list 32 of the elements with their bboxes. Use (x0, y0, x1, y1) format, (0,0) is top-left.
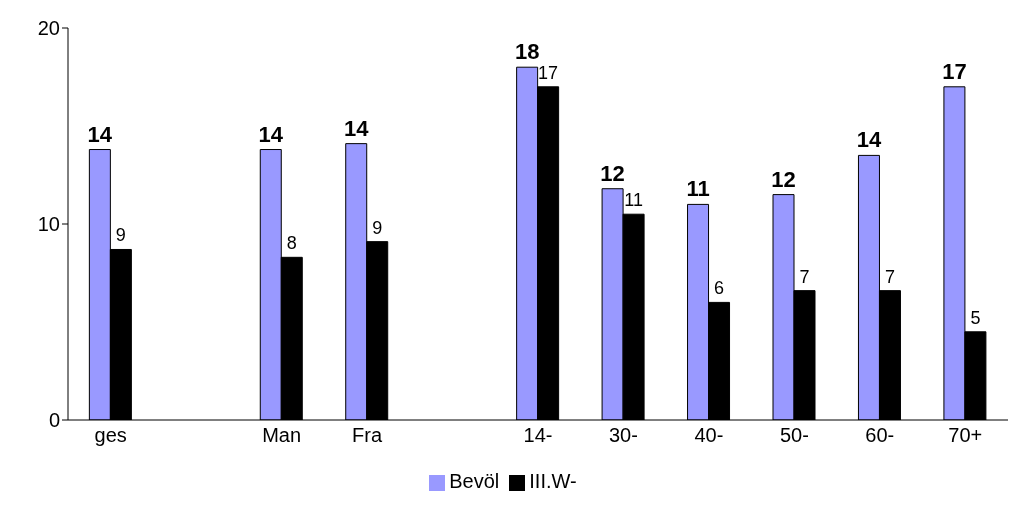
data-label: 12 (600, 160, 625, 186)
data-label: 14 (258, 121, 284, 147)
x-tick-label: 50- (779, 424, 809, 447)
x-tick-label: ges (94, 424, 127, 447)
data-label: 5 (970, 307, 981, 328)
x-tick-label: 30- (609, 424, 638, 447)
data-label: 18 (514, 39, 540, 65)
data-label: 17 (538, 62, 559, 83)
data-label: 14 (856, 127, 882, 153)
legend-label: Bevöl (449, 470, 500, 492)
data-label: 14 (343, 115, 370, 141)
data-label: 9 (115, 225, 126, 246)
y-tick-label: 20 (37, 17, 60, 40)
x-tick-label: 14- (523, 424, 553, 447)
data-label: 8 (286, 233, 297, 254)
y-tick-label: 0 (48, 409, 60, 432)
data-label: 17 (942, 58, 967, 84)
data-label: 7 (884, 266, 895, 287)
x-tick-label: 60- (865, 424, 895, 447)
y-tick-label: 10 (37, 213, 60, 236)
data-label: 12 (771, 166, 796, 192)
data-label: 6 (714, 278, 725, 299)
x-tick-label: 40- (694, 424, 724, 447)
data-label: 9 (372, 217, 383, 238)
data-label: 11 (686, 176, 710, 202)
x-tick-label: Fra (352, 424, 383, 447)
legend-label: III.W- (529, 470, 577, 492)
data-label: 11 (624, 190, 643, 211)
x-tick-label: Man (262, 424, 302, 447)
data-label: 7 (799, 266, 810, 287)
x-tick-label: 70+ (948, 424, 983, 447)
data-label: 14 (87, 121, 113, 147)
